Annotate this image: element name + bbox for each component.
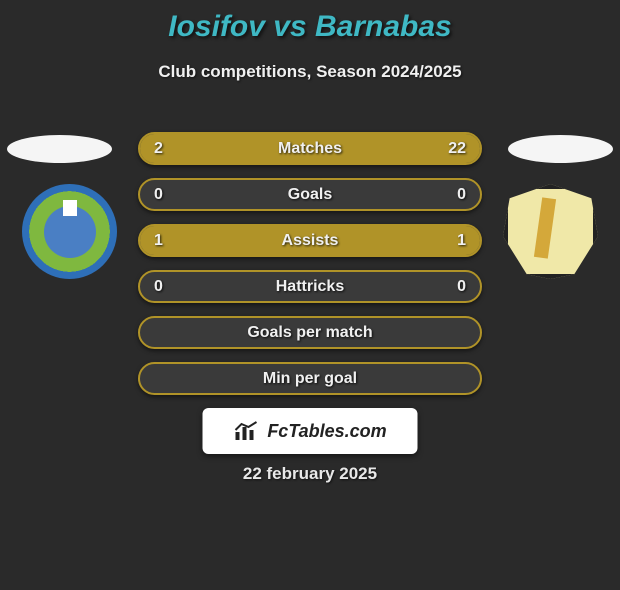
stat-label: Hattricks [276,278,344,296]
date-label: 22 february 2025 [0,464,620,484]
stat-value-left: 0 [154,278,163,296]
stat-label: Matches [278,140,342,158]
crest-left-castle-icon [63,200,77,216]
page-subtitle: Club competitions, Season 2024/2025 [0,62,620,82]
stat-value-right: 0 [457,186,466,204]
summary-label: Goals per match [247,324,372,342]
stat-row-hattricks: 0 Hattricks 0 [138,270,482,303]
crest-right-stripe-icon [534,197,556,258]
stats-container: 2 Matches 22 0 Goals 0 1 Assists 1 0 Hat… [138,132,482,395]
summary-row-min-per-goal: Min per goal [138,362,482,395]
stat-value-left: 2 [154,140,163,158]
stat-row-goals: 0 Goals 0 [138,178,482,211]
brand-text: FcTables.com [267,421,386,442]
stat-label: Goals [288,186,332,204]
stat-row-assists: 1 Assists 1 [138,224,482,257]
brand-chart-icon [233,420,261,442]
stat-row-matches: 2 Matches 22 [138,132,482,165]
crest-left-ball [44,206,96,258]
brand-badge[interactable]: FcTables.com [203,408,418,454]
stat-value-right: 0 [457,278,466,296]
stat-value-right: 22 [448,140,466,158]
club-crest-right [503,184,598,279]
player-name-oval-right [508,135,613,163]
stat-label: Assists [282,232,339,250]
stat-value-right: 1 [457,232,466,250]
summary-label: Min per goal [263,370,357,388]
stat-value-left: 0 [154,186,163,204]
player-name-oval-left [7,135,112,163]
summary-row-goals-per-match: Goals per match [138,316,482,349]
club-crest-left [22,184,117,279]
stat-value-left: 1 [154,232,163,250]
page-title: Iosifov vs Barnabas [0,10,620,44]
